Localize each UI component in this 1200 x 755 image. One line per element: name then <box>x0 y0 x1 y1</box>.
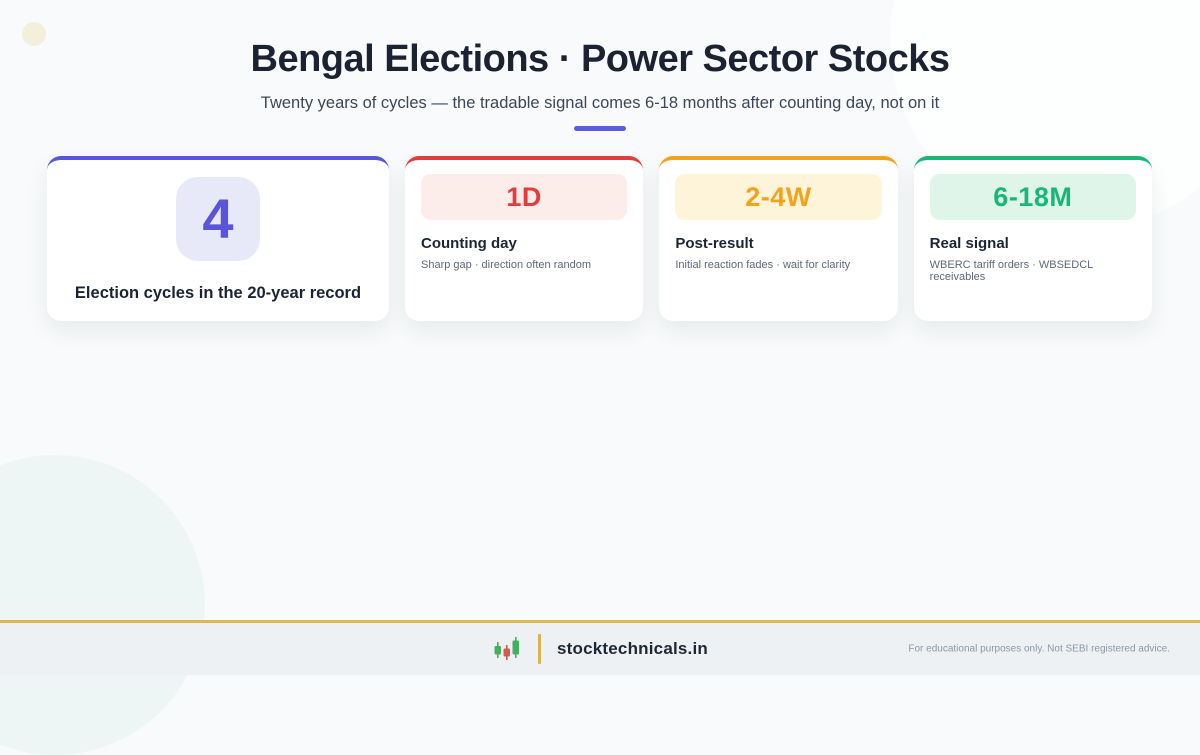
card-title: Post-result <box>675 235 754 252</box>
candlestick-chart-icon <box>494 637 519 660</box>
decor-circle-bottom-left <box>0 455 205 755</box>
stat-label: Election cycles in the 20-year record <box>74 284 362 302</box>
brand-name: stocktechnicals.in <box>557 639 708 658</box>
footer: stocktechnicals.in For educational purpo… <box>0 620 1200 675</box>
page-subtitle: Twenty years of cycles — the tradable si… <box>260 94 940 112</box>
card-real-signal: 6-18M Real signal WBERC tariff orders · … <box>913 156 1152 321</box>
stat-value-badge: 4 <box>176 177 260 261</box>
card-title: Counting day <box>421 235 517 252</box>
stat-value: 4 <box>202 187 234 250</box>
card-description: WBERC tariff orders · WBSEDCL receivable… <box>929 259 1093 283</box>
cards-row: 4 Election cycles in the 20-year record … <box>47 156 1152 321</box>
brand-group: stocktechnicals.in <box>492 634 708 664</box>
page-title: Bengal Elections · Power Sector Stocks <box>250 38 951 80</box>
card-post-result: 2-4W Post-result Initial reaction fades … <box>659 156 898 321</box>
card-description: Sharp gap · direction often random <box>421 259 591 271</box>
header: Bengal Elections · Power Sector Stocks T… <box>0 0 1200 131</box>
timeframe-badge-2-4w: 2-4W <box>675 174 882 220</box>
card-counting-day: 1D Counting day Sharp gap · direction of… <box>405 156 644 321</box>
card-title: Real signal <box>929 235 1009 252</box>
footer-divider <box>538 634 541 664</box>
timeframe-badge-6-18m: 6-18M <box>929 174 1136 220</box>
card-description: Initial reaction fades · wait for clarit… <box>675 259 851 271</box>
title-underline <box>574 126 626 131</box>
card-election-cycles: 4 Election cycles in the 20-year record <box>47 156 389 321</box>
disclaimer-text: For educational purposes only. Not SEBI … <box>908 643 1170 655</box>
timeframe-badge-1d: 1D <box>421 174 628 220</box>
